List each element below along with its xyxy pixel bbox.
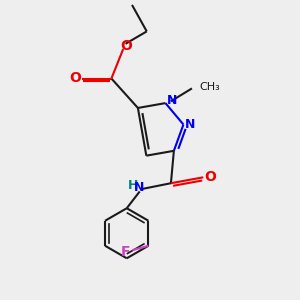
Text: CH₃: CH₃ bbox=[199, 82, 220, 92]
Text: O: O bbox=[70, 71, 81, 85]
Text: O: O bbox=[120, 38, 132, 52]
Text: N: N bbox=[167, 94, 177, 107]
Text: N: N bbox=[134, 182, 144, 194]
Text: H: H bbox=[128, 179, 138, 192]
Text: N: N bbox=[185, 118, 195, 131]
Text: F: F bbox=[121, 245, 130, 259]
Text: O: O bbox=[204, 170, 216, 184]
